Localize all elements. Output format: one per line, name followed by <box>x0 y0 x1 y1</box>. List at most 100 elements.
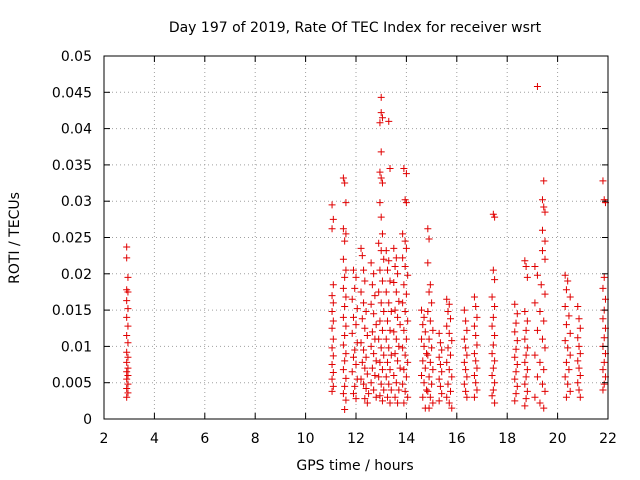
data-point <box>541 255 549 263</box>
data-point <box>391 306 399 314</box>
data-point <box>382 247 390 255</box>
data-point <box>361 324 369 332</box>
data-point <box>402 199 410 207</box>
data-point <box>339 390 347 398</box>
data-point <box>513 310 521 318</box>
data-point <box>511 328 519 336</box>
data-point <box>341 273 349 281</box>
data-point <box>576 371 584 379</box>
data-point <box>386 165 394 173</box>
data-point <box>400 281 408 289</box>
data-point <box>329 335 337 343</box>
data-point <box>473 364 481 372</box>
data-point <box>463 393 471 401</box>
data-point <box>538 247 546 255</box>
data-point <box>564 380 572 388</box>
data-point <box>435 375 443 383</box>
data-point <box>341 382 349 390</box>
data-point <box>400 165 408 173</box>
data-point <box>348 329 356 337</box>
y-tick-label: 0.035 <box>52 158 92 174</box>
data-point <box>447 315 454 323</box>
data-point <box>533 82 541 90</box>
data-point <box>470 322 478 330</box>
data-point <box>425 288 433 296</box>
data-point <box>386 399 394 407</box>
data-point <box>372 321 380 329</box>
data-point <box>538 380 546 388</box>
data-point <box>376 168 384 176</box>
data-point <box>394 313 402 321</box>
data-point <box>540 177 548 185</box>
data-point <box>123 254 131 262</box>
data-point <box>328 344 336 352</box>
data-point <box>523 273 531 281</box>
data-point <box>328 361 336 369</box>
data-point <box>521 257 529 265</box>
data-point <box>339 366 347 374</box>
data-point <box>339 284 347 292</box>
data-point <box>523 344 531 352</box>
data-point <box>358 358 366 366</box>
data-point <box>351 346 359 354</box>
data-point <box>376 317 384 325</box>
data-point <box>353 305 361 313</box>
data-point <box>538 335 546 343</box>
data-point <box>386 366 394 374</box>
data-point <box>342 199 350 207</box>
data-point <box>425 373 433 381</box>
data-point <box>538 196 546 204</box>
data-point <box>378 326 386 334</box>
data-point <box>425 335 433 343</box>
data-point <box>404 271 412 279</box>
data-point <box>329 369 337 377</box>
data-point <box>472 357 480 365</box>
data-point <box>533 326 541 334</box>
data-point <box>531 351 539 359</box>
data-point <box>384 393 391 401</box>
data-point <box>462 366 470 374</box>
data-point <box>376 358 384 366</box>
data-point <box>342 350 350 358</box>
data-point <box>512 390 520 398</box>
data-point <box>357 339 365 347</box>
data-point <box>438 346 446 354</box>
data-point <box>124 339 132 347</box>
data-point <box>523 387 531 395</box>
data-point <box>428 344 436 352</box>
data-point <box>370 386 378 394</box>
data-point <box>390 244 398 252</box>
data-point <box>357 244 365 252</box>
data-point <box>537 281 545 289</box>
data-point <box>447 351 454 359</box>
data-point <box>576 324 584 332</box>
data-point <box>357 288 365 296</box>
data-point <box>540 404 548 412</box>
x-tick-label: 22 <box>599 431 617 447</box>
data-point <box>522 395 530 403</box>
data-point <box>385 257 393 265</box>
data-point <box>380 255 388 263</box>
data-point <box>361 364 369 372</box>
data-point <box>385 380 393 388</box>
x-tick-label: 6 <box>200 431 209 447</box>
data-point <box>424 308 432 316</box>
data-point <box>420 313 428 321</box>
data-point <box>566 387 574 395</box>
data-point <box>380 351 388 359</box>
data-point <box>522 326 530 334</box>
y-tick-label: 0.03 <box>61 194 92 210</box>
data-point <box>386 326 394 334</box>
data-point <box>384 358 391 366</box>
data-point <box>377 148 385 156</box>
data-point <box>463 373 471 381</box>
data-point <box>339 255 347 263</box>
data-point <box>363 370 371 378</box>
data-point <box>491 302 499 310</box>
data-point <box>370 310 378 318</box>
data-point <box>358 252 366 260</box>
data-point <box>123 313 131 321</box>
data-point <box>536 358 544 366</box>
data-point <box>342 230 350 238</box>
